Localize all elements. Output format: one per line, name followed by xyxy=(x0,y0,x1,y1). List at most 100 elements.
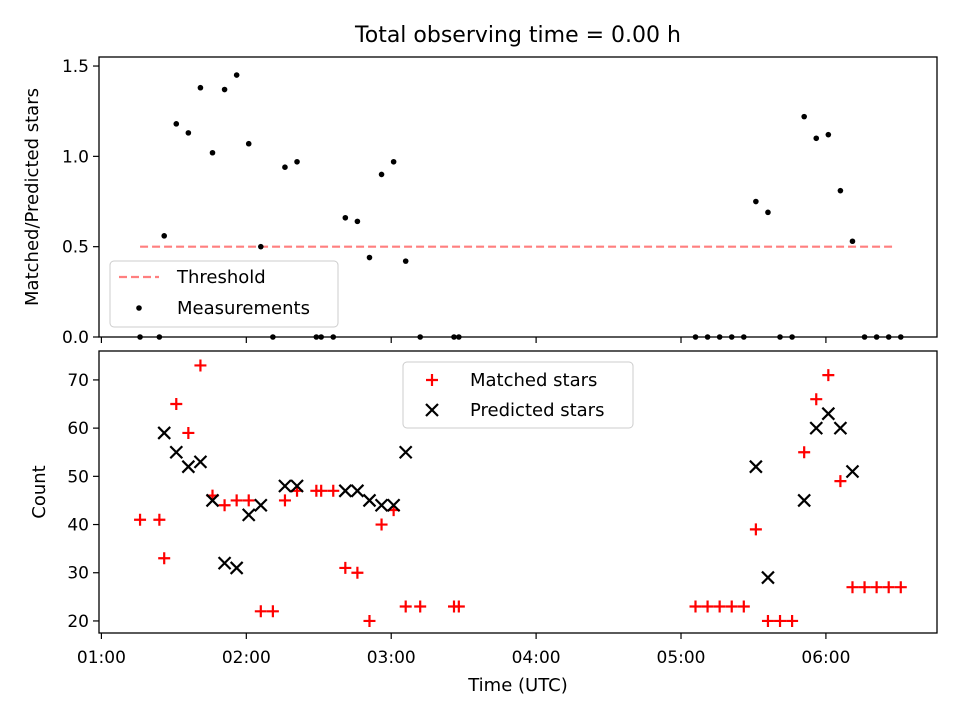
data-point xyxy=(858,581,871,594)
data-point xyxy=(278,479,292,493)
data-point xyxy=(241,508,256,522)
data-point xyxy=(230,494,243,507)
y-tick-label: 50 xyxy=(67,467,89,487)
top-panel: 0.0 0.5 1.0 1.5 Matched/Predicted stars Thres… xyxy=(22,56,938,348)
data-point xyxy=(342,214,349,221)
y-axis-label: Matched/Predicted stars xyxy=(22,88,43,306)
data-point xyxy=(810,393,823,406)
data-point xyxy=(894,581,907,594)
data-point xyxy=(169,445,184,460)
data-point xyxy=(366,254,373,261)
data-point xyxy=(761,614,774,627)
data-point xyxy=(221,86,228,93)
data-point xyxy=(217,556,232,570)
data-point xyxy=(725,600,738,613)
data-point xyxy=(339,561,352,574)
data-point xyxy=(194,359,207,372)
data-point xyxy=(254,498,268,513)
data-point xyxy=(689,600,702,613)
data-point xyxy=(809,421,824,435)
y-tick-label: 1.0 xyxy=(62,147,89,167)
legend-matched-swatch xyxy=(426,374,438,386)
data-point xyxy=(351,566,364,579)
y-axis-label: Count xyxy=(29,465,50,518)
legend-box xyxy=(109,260,339,328)
data-point xyxy=(834,475,847,488)
y-tick-label: 0.0 xyxy=(62,328,89,348)
axes-frame xyxy=(98,350,938,634)
data-point xyxy=(761,570,775,585)
data-point xyxy=(378,171,385,178)
bottom-panel: 20 30 40 50 60 70 01:00 02:00 03:00 04:00 05:00 06:… xyxy=(29,350,938,668)
series-predicted-stars xyxy=(157,406,860,585)
data-point xyxy=(414,600,427,613)
legend-series-label: Matched stars xyxy=(470,370,597,391)
data-point xyxy=(786,614,799,627)
legend-predicted-swatch xyxy=(425,403,439,417)
data-point xyxy=(153,513,166,526)
data-point xyxy=(822,369,835,382)
data-point xyxy=(242,494,255,507)
data-point xyxy=(197,84,204,91)
x-tick-label: 02:00 xyxy=(222,648,271,668)
y-tick-label: 70 xyxy=(67,371,89,391)
data-point xyxy=(173,121,180,127)
data-point xyxy=(218,499,231,512)
axes-frame xyxy=(98,56,938,338)
legend-box xyxy=(402,361,634,429)
legend-measurements-swatch xyxy=(136,305,142,311)
data-point xyxy=(157,426,171,440)
data-point xyxy=(749,523,762,536)
y-tick-label: 30 xyxy=(67,564,89,584)
data-point xyxy=(870,581,883,594)
x-tick-label: 01:00 xyxy=(77,648,126,668)
data-point xyxy=(845,464,860,479)
legend-measurements-label: Measurements xyxy=(177,298,310,319)
data-point xyxy=(158,552,171,565)
data-point xyxy=(315,484,328,497)
legend-series-label: Predicted stars xyxy=(470,400,604,421)
data-point xyxy=(254,605,267,618)
data-point xyxy=(327,484,340,497)
data-point xyxy=(765,209,771,216)
data-point xyxy=(737,600,750,613)
data-point xyxy=(278,494,291,507)
data-point xyxy=(161,233,168,239)
x-tick-label: 04:00 xyxy=(512,648,561,668)
y-tick-label: 40 xyxy=(67,516,89,536)
data-point xyxy=(134,513,147,526)
x-axis-label: Time (UTC) xyxy=(467,675,568,696)
data-point xyxy=(813,135,820,142)
data-point xyxy=(362,493,377,508)
y-tick-label: 0.5 xyxy=(62,238,89,258)
data-point xyxy=(837,187,844,194)
data-point xyxy=(825,131,832,138)
data-point xyxy=(182,426,195,439)
data-point xyxy=(350,484,365,498)
data-point xyxy=(801,113,807,120)
data-point xyxy=(290,479,304,493)
data-point xyxy=(398,445,413,460)
data-point xyxy=(774,614,787,627)
data-point xyxy=(193,455,208,469)
data-point xyxy=(374,498,389,513)
data-point xyxy=(258,243,264,250)
x-tick-label: 05:00 xyxy=(657,648,706,668)
data-point xyxy=(713,600,726,613)
data-point xyxy=(363,614,376,627)
data-point xyxy=(170,398,183,411)
y-tick-label: 20 xyxy=(67,612,89,632)
figure-title: Total observing time = 0.00 h xyxy=(354,23,681,48)
data-point xyxy=(294,158,300,165)
data-point xyxy=(386,498,401,513)
x-tick-label: 06:00 xyxy=(801,648,850,668)
data-point xyxy=(798,446,811,459)
data-point xyxy=(753,198,759,205)
data-point xyxy=(399,600,412,613)
y-tick-label: 1.5 xyxy=(62,57,89,77)
data-point xyxy=(233,72,240,78)
data-point xyxy=(882,581,895,594)
data-point xyxy=(338,484,353,498)
